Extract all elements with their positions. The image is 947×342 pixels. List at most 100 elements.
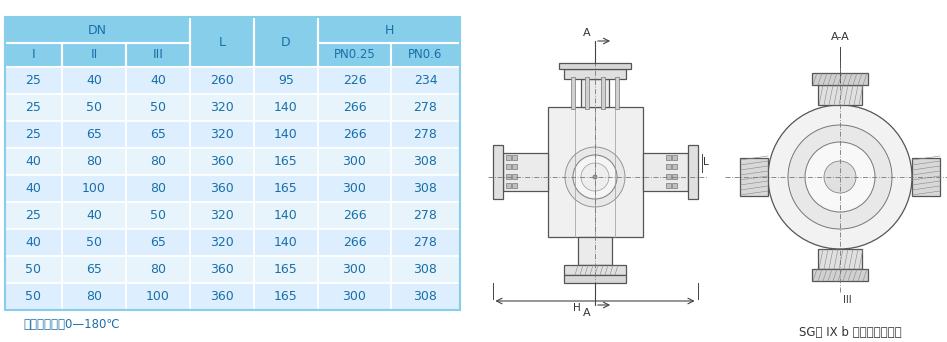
Bar <box>5 43 62 67</box>
Bar <box>585 77 589 109</box>
Bar <box>190 67 254 94</box>
Bar <box>666 155 670 160</box>
Text: 234: 234 <box>414 74 438 87</box>
Text: SG－ IX b 单压三通型视镜: SG－ IX b 单压三通型视镜 <box>798 326 902 339</box>
Bar <box>506 155 510 160</box>
Bar <box>126 67 190 94</box>
Bar <box>318 43 391 67</box>
Circle shape <box>573 155 617 199</box>
Text: 140: 140 <box>274 128 298 141</box>
Text: 278: 278 <box>414 236 438 249</box>
Bar <box>318 229 391 256</box>
Text: 140: 140 <box>274 101 298 114</box>
Bar <box>254 148 318 175</box>
Text: 300: 300 <box>343 263 366 276</box>
Bar <box>318 94 391 121</box>
Bar <box>564 275 626 283</box>
Bar <box>190 148 254 175</box>
Text: I: I <box>31 49 35 62</box>
Bar <box>391 202 460 229</box>
Bar <box>506 164 510 169</box>
Bar <box>62 256 126 283</box>
Bar <box>547 107 642 237</box>
Bar <box>391 67 460 94</box>
Bar <box>318 17 460 43</box>
Bar <box>391 121 460 148</box>
Bar <box>818 249 862 269</box>
Bar <box>671 164 676 169</box>
Bar <box>62 43 126 67</box>
Bar <box>391 256 460 283</box>
Bar <box>190 202 254 229</box>
Bar <box>671 174 676 179</box>
Text: D: D <box>281 36 291 49</box>
Text: 100: 100 <box>146 290 170 303</box>
Text: 50: 50 <box>26 290 42 303</box>
Text: 40: 40 <box>86 209 102 222</box>
Bar <box>642 153 688 191</box>
Text: 165: 165 <box>274 290 298 303</box>
Text: 226: 226 <box>343 74 366 87</box>
Bar <box>5 202 62 229</box>
Text: III: III <box>152 49 164 62</box>
Text: 320: 320 <box>210 209 234 222</box>
Bar <box>5 175 62 202</box>
Bar <box>126 43 190 67</box>
Text: 65: 65 <box>86 128 102 141</box>
Bar <box>318 67 391 94</box>
Text: 25: 25 <box>26 101 42 114</box>
Circle shape <box>565 147 625 207</box>
Bar <box>666 174 670 179</box>
Text: 25: 25 <box>26 74 42 87</box>
Bar <box>62 67 126 94</box>
Text: 320: 320 <box>210 101 234 114</box>
Text: L: L <box>704 157 709 167</box>
Bar <box>62 94 126 121</box>
Text: 65: 65 <box>150 236 166 249</box>
Bar <box>190 175 254 202</box>
Text: H: H <box>573 303 581 313</box>
Bar <box>126 202 190 229</box>
Text: 80: 80 <box>86 155 102 168</box>
Bar <box>503 153 547 191</box>
Bar <box>5 17 190 43</box>
Bar <box>818 85 862 105</box>
Bar <box>190 283 254 310</box>
Bar <box>391 175 460 202</box>
Text: 140: 140 <box>274 209 298 222</box>
Bar <box>62 148 126 175</box>
Text: A: A <box>583 28 591 38</box>
Bar <box>511 155 516 160</box>
Text: PN0.6: PN0.6 <box>408 49 442 62</box>
Bar <box>5 94 62 121</box>
Bar <box>391 94 460 121</box>
Text: 140: 140 <box>274 236 298 249</box>
Bar <box>492 145 503 199</box>
Text: 65: 65 <box>150 128 166 141</box>
Bar <box>578 237 612 265</box>
Bar <box>190 229 254 256</box>
Text: 320: 320 <box>210 128 234 141</box>
Bar <box>190 94 254 121</box>
Bar <box>254 283 318 310</box>
Bar <box>318 283 391 310</box>
Bar <box>254 256 318 283</box>
Text: 165: 165 <box>274 155 298 168</box>
Text: 165: 165 <box>274 182 298 195</box>
Bar <box>126 229 190 256</box>
Bar <box>190 17 254 67</box>
Bar <box>126 283 190 310</box>
Text: 40: 40 <box>150 74 166 87</box>
Text: 300: 300 <box>343 155 366 168</box>
Bar <box>318 256 391 283</box>
Bar <box>254 229 318 256</box>
Bar <box>5 229 62 256</box>
Bar <box>62 229 126 256</box>
Bar <box>62 175 126 202</box>
Bar <box>666 164 670 169</box>
Bar <box>254 175 318 202</box>
Text: 308: 308 <box>414 182 438 195</box>
Text: 80: 80 <box>150 155 166 168</box>
Circle shape <box>788 125 892 229</box>
Bar <box>190 256 254 283</box>
